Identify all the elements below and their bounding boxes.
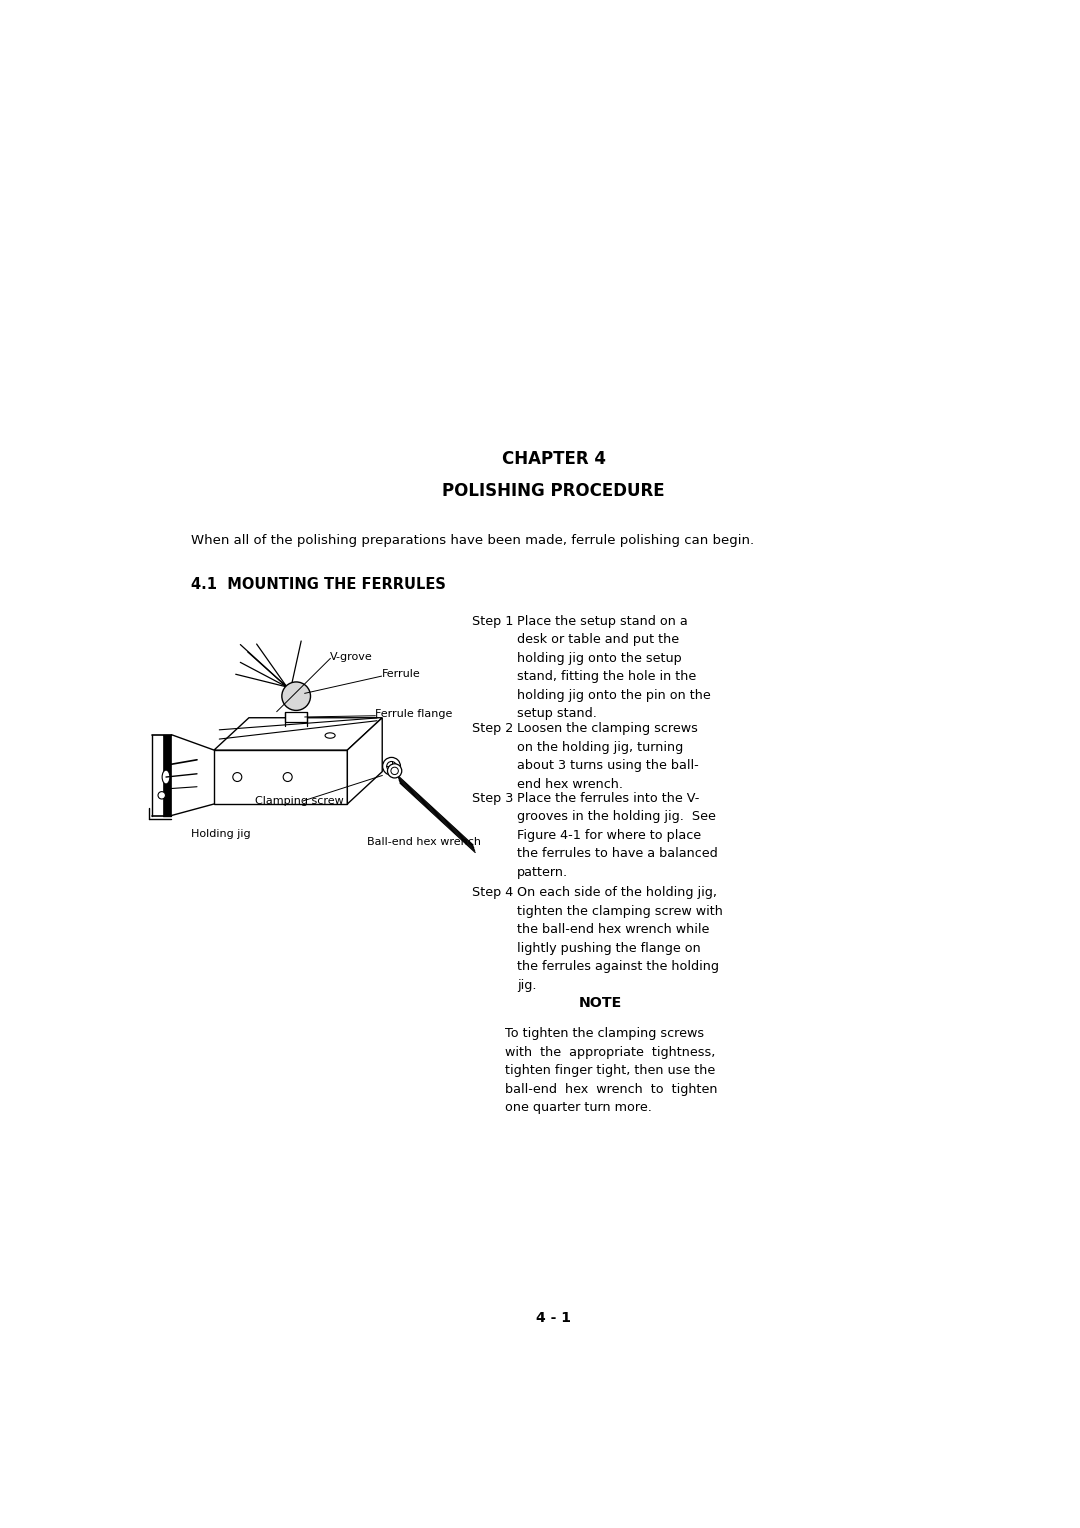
- Circle shape: [387, 761, 396, 772]
- Text: Ferrule flange: Ferrule flange: [375, 709, 453, 718]
- Text: Step 4: Step 4: [472, 886, 513, 900]
- Circle shape: [282, 681, 311, 711]
- Polygon shape: [214, 750, 348, 804]
- Text: Step 3: Step 3: [472, 792, 513, 805]
- Text: Loosen the clamping screws
on the holding jig, turning
about 3 turns using the b: Loosen the clamping screws on the holdin…: [517, 723, 699, 792]
- Text: POLISHING PROCEDURE: POLISHING PROCEDURE: [442, 483, 665, 500]
- Circle shape: [158, 792, 165, 799]
- Circle shape: [233, 773, 242, 781]
- Text: 4.1  MOUNTING THE FERRULES: 4.1 MOUNTING THE FERRULES: [191, 578, 446, 591]
- Text: 4 - 1: 4 - 1: [536, 1311, 571, 1325]
- Polygon shape: [214, 718, 382, 750]
- Text: Place the ferrules into the V-
grooves in the holding jig.  See
Figure 4-1 for w: Place the ferrules into the V- grooves i…: [517, 792, 718, 879]
- Ellipse shape: [162, 770, 170, 784]
- Text: Step 2: Step 2: [472, 723, 513, 735]
- Text: On each side of the holding jig,
tighten the clamping screw with
the ball-end he: On each side of the holding jig, tighten…: [517, 886, 723, 992]
- Circle shape: [283, 773, 293, 781]
- Text: To tighten the clamping screws
with  the  appropriate  tightness,
tighten finger: To tighten the clamping screws with the …: [505, 1027, 718, 1114]
- Text: CHAPTER 4: CHAPTER 4: [501, 451, 606, 468]
- Text: Ferrule: Ferrule: [381, 669, 420, 680]
- Ellipse shape: [325, 733, 335, 738]
- Circle shape: [382, 758, 401, 775]
- Text: Step 1: Step 1: [472, 614, 513, 628]
- Text: NOTE: NOTE: [579, 996, 622, 1010]
- Text: When all of the polishing preparations have been made, ferrule polishing can beg: When all of the polishing preparations h…: [191, 535, 754, 547]
- Bar: [285, 712, 307, 721]
- Circle shape: [388, 764, 402, 778]
- Text: Place the setup stand on a
desk or table and put the
holding jig onto the setup
: Place the setup stand on a desk or table…: [517, 614, 711, 720]
- Text: Ball-end hex wrench: Ball-end hex wrench: [367, 837, 481, 847]
- Text: V-grove: V-grove: [330, 652, 373, 662]
- Text: Holding jig: Holding jig: [191, 828, 251, 839]
- Polygon shape: [348, 718, 382, 804]
- Text: Clamping screw: Clamping screw: [255, 796, 343, 807]
- Bar: [163, 735, 171, 816]
- Circle shape: [391, 767, 399, 775]
